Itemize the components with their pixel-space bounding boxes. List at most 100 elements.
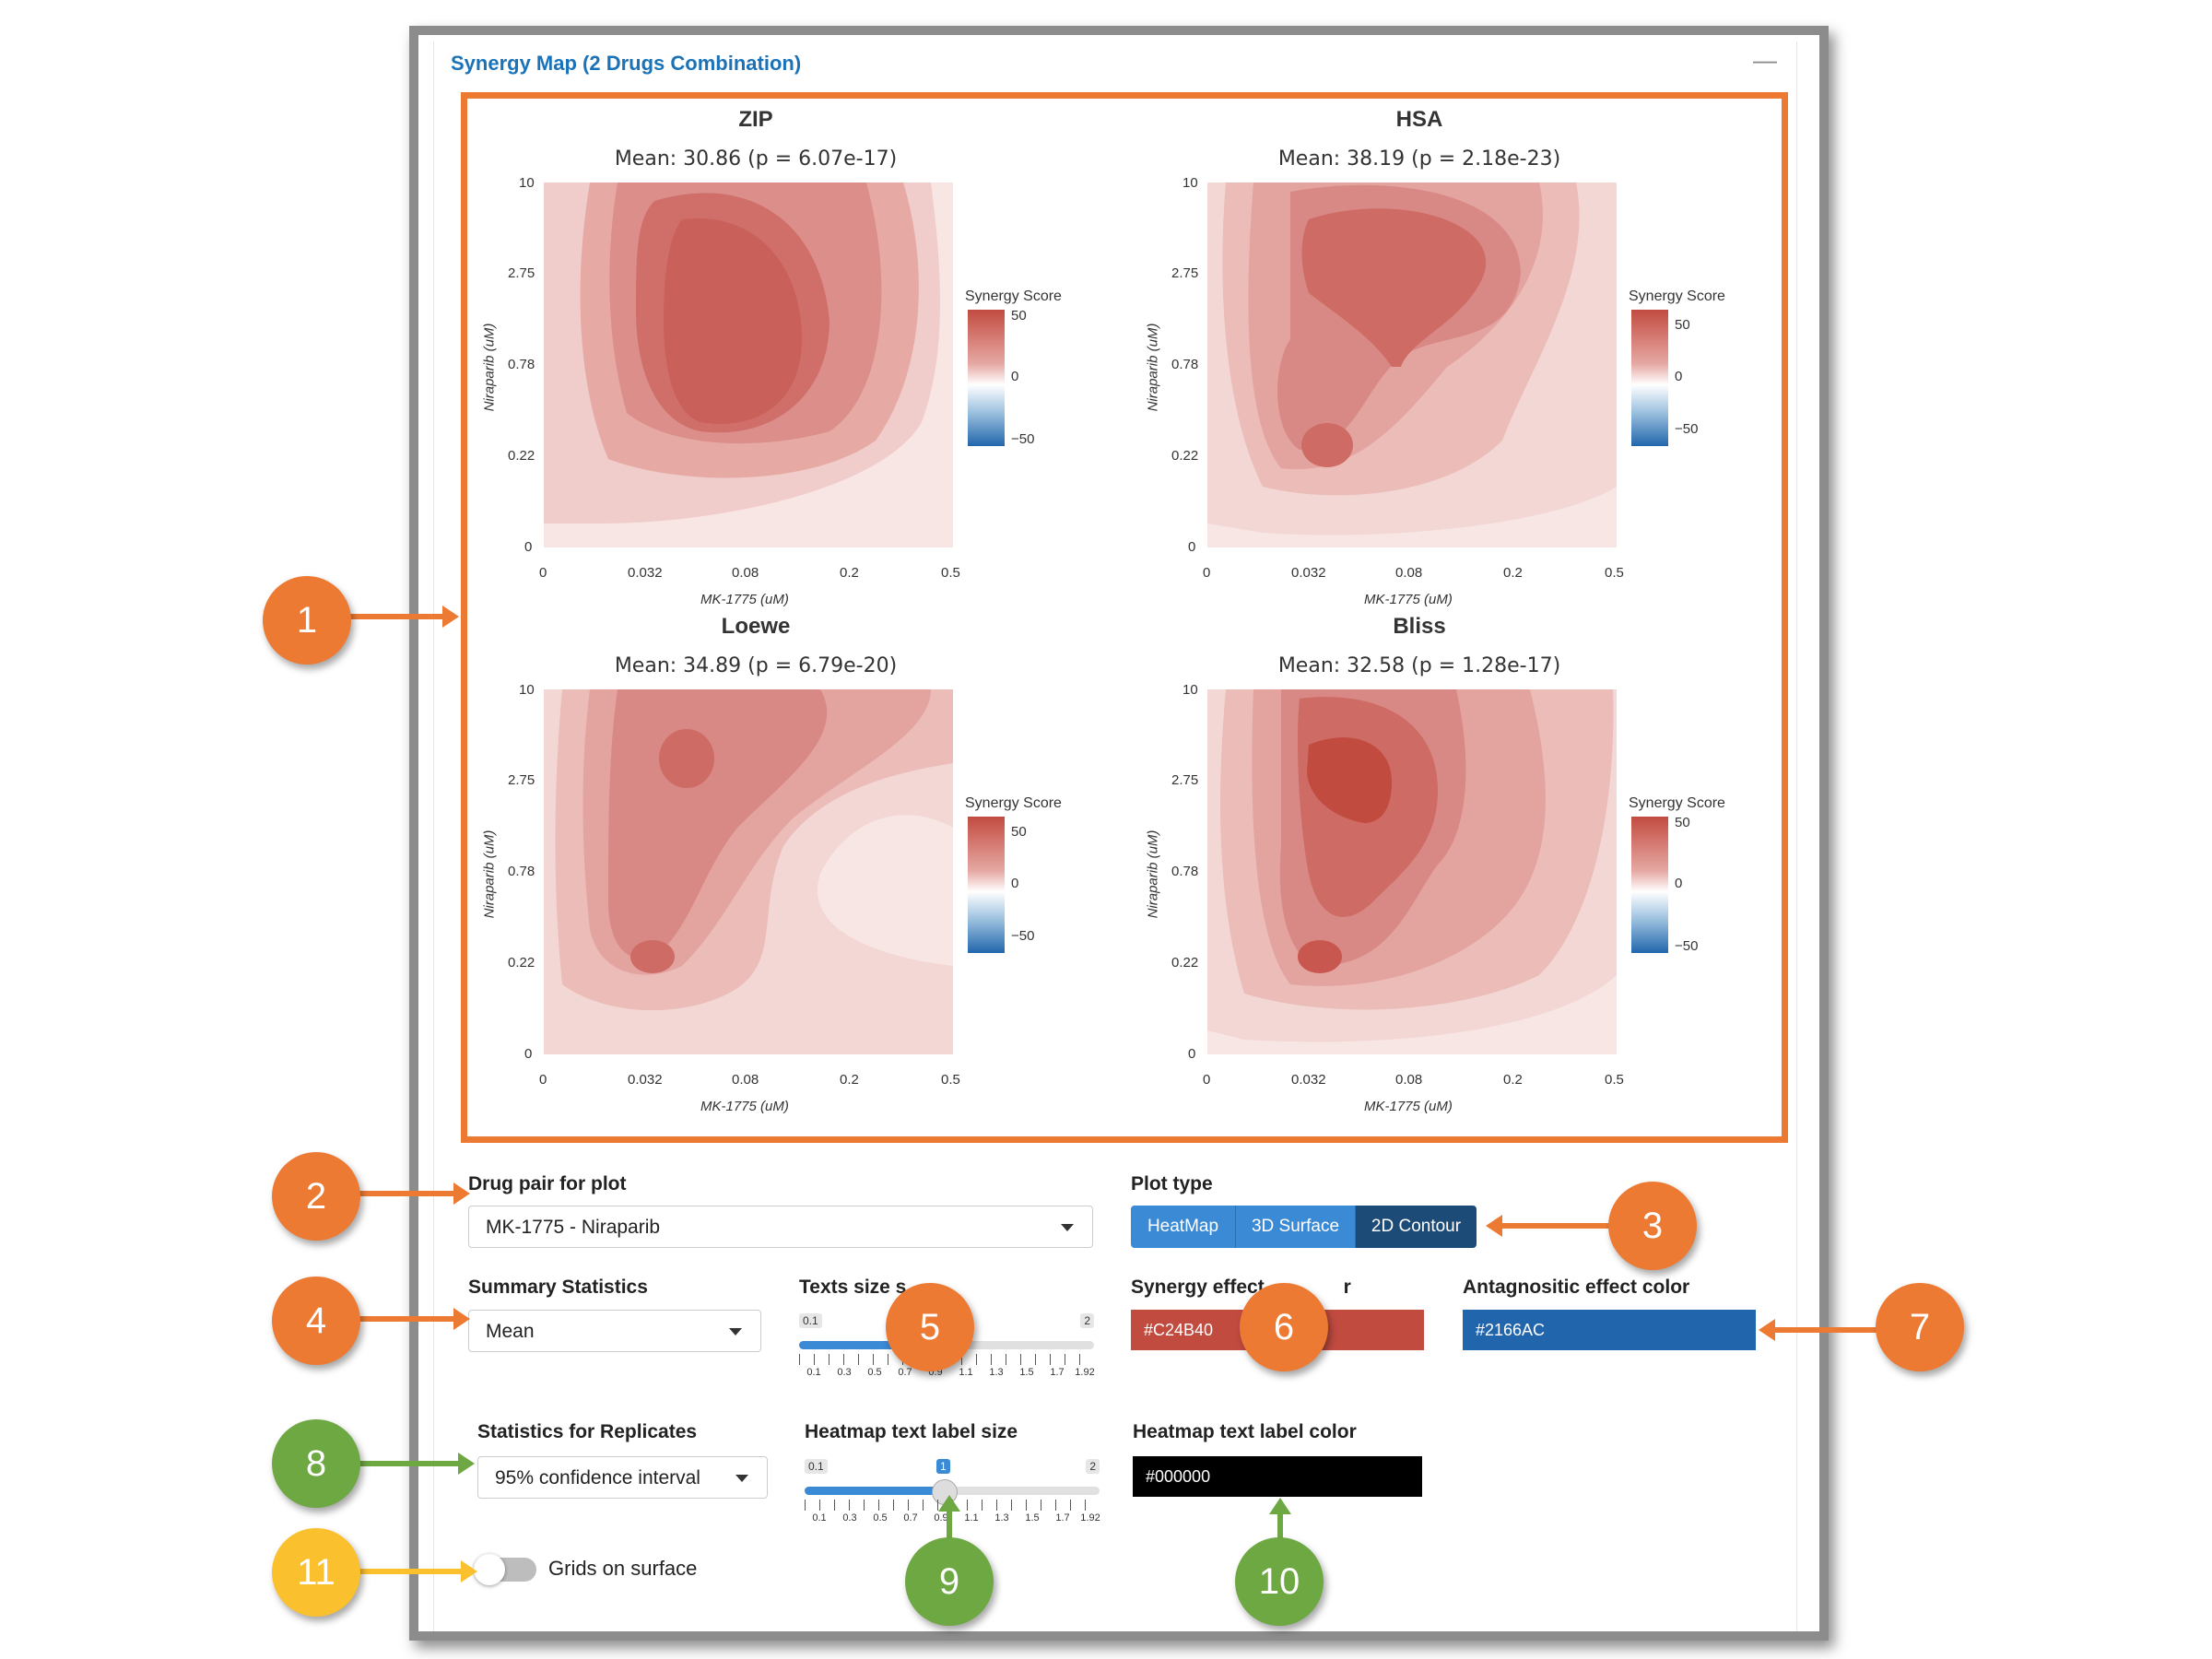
slider-fill bbox=[799, 1341, 937, 1349]
marker-5: 5 bbox=[886, 1283, 974, 1371]
x-tick: 0 bbox=[539, 565, 547, 581]
y-tick: 0.22 bbox=[508, 955, 535, 971]
drug-pair-select[interactable]: MK-1775 - Niraparib bbox=[468, 1206, 1093, 1248]
minus-icon[interactable]: — bbox=[1753, 46, 1777, 74]
x-tick: 0.08 bbox=[1395, 565, 1423, 581]
drug-pair-label: Drug pair for plot bbox=[468, 1173, 627, 1194]
summary-statistics-label: Summary Statistics bbox=[468, 1277, 648, 1298]
heatmap-label-color-input[interactable]: #000000 bbox=[1133, 1456, 1422, 1497]
antagonistic-color-input[interactable]: #2166AC bbox=[1463, 1310, 1756, 1350]
arrowhead-3 bbox=[1486, 1215, 1502, 1237]
marker-1: 1 bbox=[263, 576, 351, 665]
slider-fill bbox=[805, 1487, 943, 1495]
toggle-knob bbox=[474, 1554, 505, 1585]
legend-tick: −50 bbox=[1675, 938, 1699, 954]
y-axis-title: Niraparib (uM) bbox=[481, 830, 498, 919]
replicates-statistics-select[interactable]: 95% confidence interval bbox=[477, 1456, 768, 1499]
y-axis-title: Niraparib (uM) bbox=[1145, 323, 1161, 412]
arrow-2 bbox=[355, 1191, 456, 1196]
plot-bliss: Bliss Mean: 32.58 (p = 1.28e-17) 10 2.75… bbox=[1129, 608, 1756, 1114]
legend-tick: 0 bbox=[1675, 876, 1683, 891]
x-tick: 0.2 bbox=[840, 1072, 859, 1088]
x-tick: 0.08 bbox=[732, 1072, 759, 1088]
heatmap-label-color-label: Heatmap text label color bbox=[1133, 1421, 1357, 1442]
y-tick: 0.78 bbox=[508, 357, 535, 372]
marker-9: 9 bbox=[905, 1537, 994, 1626]
arrowhead-7 bbox=[1759, 1319, 1775, 1341]
x-tick: 0.032 bbox=[1291, 1072, 1326, 1088]
x-tick: 0.032 bbox=[628, 1072, 663, 1088]
marker-8: 8 bbox=[272, 1419, 360, 1508]
y-tick: 0.22 bbox=[1171, 955, 1199, 971]
plot-subtitle: Mean: 32.58 (p = 1.28e-17) bbox=[1277, 654, 1561, 677]
arrowhead-11 bbox=[461, 1560, 477, 1583]
plot-type-heatmap-button[interactable]: HeatMap bbox=[1131, 1206, 1236, 1248]
y-tick: 10 bbox=[1182, 682, 1198, 698]
legend-tick: 50 bbox=[1675, 317, 1690, 333]
plot-type-2d-contour-button[interactable]: 2D Contour bbox=[1356, 1206, 1477, 1248]
y-tick: 2.75 bbox=[1171, 265, 1199, 281]
plot-subtitle: Mean: 30.86 (p = 6.07e-17) bbox=[614, 147, 898, 171]
plot-type-label: Plot type bbox=[1131, 1173, 1213, 1194]
panel-title: Synergy Map (2 Drugs Combination) bbox=[451, 52, 802, 75]
text-size-label: Texts size s bbox=[799, 1277, 907, 1298]
heatmap-label-size-slider[interactable]: 0.1 1 2 0.1 0.3 0.5 0.7 0.9 1.1 1.3 1.5 … bbox=[805, 1459, 1100, 1524]
y-tick: 0.78 bbox=[1171, 357, 1199, 372]
plot-type-3d-surface-button[interactable]: 3D Surface bbox=[1236, 1206, 1356, 1248]
slider-max: 2 bbox=[1086, 1459, 1100, 1474]
x-tick: 0.032 bbox=[628, 565, 663, 581]
arrow-9 bbox=[947, 1507, 952, 1567]
arrow-4 bbox=[355, 1316, 456, 1322]
y-tick: 2.75 bbox=[508, 265, 535, 281]
colorbar bbox=[1631, 817, 1668, 953]
drug-pair-value: MK-1775 - Niraparib bbox=[486, 1217, 661, 1238]
grids-toggle[interactable] bbox=[474, 1554, 536, 1585]
x-tick: 0.08 bbox=[1395, 1072, 1423, 1088]
x-axis-title: MK-1775 (uM) bbox=[700, 1099, 789, 1114]
plot-title: Loewe bbox=[721, 614, 791, 639]
plot-subtitle: Mean: 34.89 (p = 6.79e-20) bbox=[614, 654, 898, 677]
y-axis-title: Niraparib (uM) bbox=[481, 323, 498, 412]
antagonistic-color-label: Antagnositic effect color bbox=[1463, 1277, 1690, 1298]
x-tick: 0.2 bbox=[1503, 1072, 1523, 1088]
x-axis-title: MK-1775 (uM) bbox=[1364, 1099, 1453, 1114]
arrowhead-4 bbox=[453, 1308, 470, 1330]
y-tick: 0.22 bbox=[508, 448, 535, 464]
y-tick: 0.78 bbox=[1171, 864, 1199, 879]
contour-heatmap[interactable] bbox=[1207, 182, 1617, 547]
marker-6: 6 bbox=[1240, 1283, 1328, 1371]
marker-11: 11 bbox=[272, 1528, 360, 1617]
x-tick: 0.2 bbox=[840, 565, 859, 581]
colorbar bbox=[1631, 310, 1668, 446]
contour-heatmap[interactable] bbox=[544, 182, 953, 547]
slider-min: 0.1 bbox=[805, 1459, 828, 1474]
plot-title: HSA bbox=[1395, 107, 1443, 132]
y-tick: 0 bbox=[1188, 1046, 1196, 1062]
slider-min: 0.1 bbox=[799, 1313, 822, 1328]
x-tick: 0.5 bbox=[1605, 565, 1624, 581]
heatmap-label-size-label: Heatmap text label size bbox=[805, 1421, 1018, 1442]
x-tick: 0.2 bbox=[1503, 565, 1523, 581]
y-tick: 0.78 bbox=[508, 864, 535, 879]
y-tick: 0.22 bbox=[1171, 448, 1199, 464]
x-tick: 0.5 bbox=[1605, 1072, 1624, 1088]
contour-heatmap[interactable] bbox=[544, 689, 953, 1054]
summary-statistics-select[interactable]: Mean bbox=[468, 1310, 761, 1352]
arrow-7 bbox=[1774, 1327, 1885, 1333]
legend-tick: −50 bbox=[1011, 928, 1035, 944]
legend-tick: 50 bbox=[1011, 824, 1027, 840]
y-tick: 0 bbox=[524, 539, 533, 555]
legend-tick: 50 bbox=[1011, 308, 1027, 324]
slider-max: 2 bbox=[1080, 1313, 1094, 1328]
contour-heatmap[interactable] bbox=[1207, 689, 1617, 1054]
x-tick: 0 bbox=[1203, 1072, 1211, 1088]
legend-title: Synergy Score bbox=[1629, 795, 1725, 811]
y-tick: 10 bbox=[1182, 175, 1198, 191]
x-tick: 0 bbox=[1203, 565, 1211, 581]
marker-2: 2 bbox=[272, 1152, 360, 1241]
arrow-3 bbox=[1500, 1223, 1616, 1229]
legend-title: Synergy Score bbox=[965, 288, 1062, 304]
synergy-color-label: Synergy effect r bbox=[1131, 1277, 1351, 1298]
x-tick: 0.032 bbox=[1291, 565, 1326, 581]
x-tick: 0 bbox=[539, 1072, 547, 1088]
